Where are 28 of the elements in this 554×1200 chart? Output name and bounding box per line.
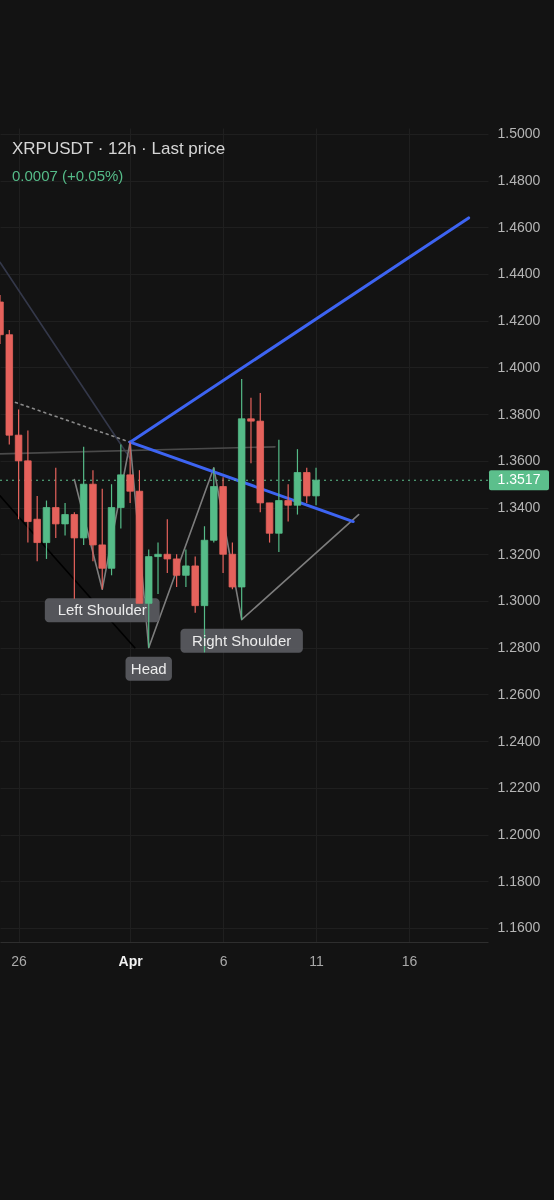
annotation: Left Shoulder [57,601,147,619]
y-tick-label: 1.2200 [497,779,541,796]
y-tick-label: 1.3600 [497,452,541,469]
y-tick-label: 1.3800 [497,405,541,422]
annotation: Head [130,659,167,677]
y-tick-label: 1.1800 [497,872,541,889]
y-tick-label: 1.4000 [497,358,541,375]
y-tick-label: 1.3000 [497,592,541,609]
y-tick-label: 1.4400 [497,265,541,282]
text: XRPUSDT · 12h · Last price [12,139,226,158]
y-tick-label: 1.1600 [497,919,541,936]
y-tick-label: 1.3400 [497,499,541,516]
x-tick-label: 6 [219,952,228,969]
x-tick-label: 11 [309,952,325,969]
y-tick-label: 1.4200 [497,312,541,329]
y-tick-label: 1.4600 [497,218,541,235]
ref-line-label: 1.3517 [497,471,541,488]
y-tick-label: 1.4800 [497,172,541,189]
x-tick-label: Apr [118,952,144,969]
y-tick-label: 1.3200 [497,545,541,562]
y-tick-label: 1.2600 [497,685,541,702]
y-tick-label: 1.2400 [497,732,541,749]
x-tick-label: 16 [401,952,418,969]
y-tick-label: 1.2000 [497,826,541,843]
y-tick-label: 1.2800 [497,639,541,656]
y-tick-label: 1.5000 [497,125,541,142]
x-tick-label: 26 [11,952,28,969]
text: 0.0007 (+0.05%) [12,167,124,184]
